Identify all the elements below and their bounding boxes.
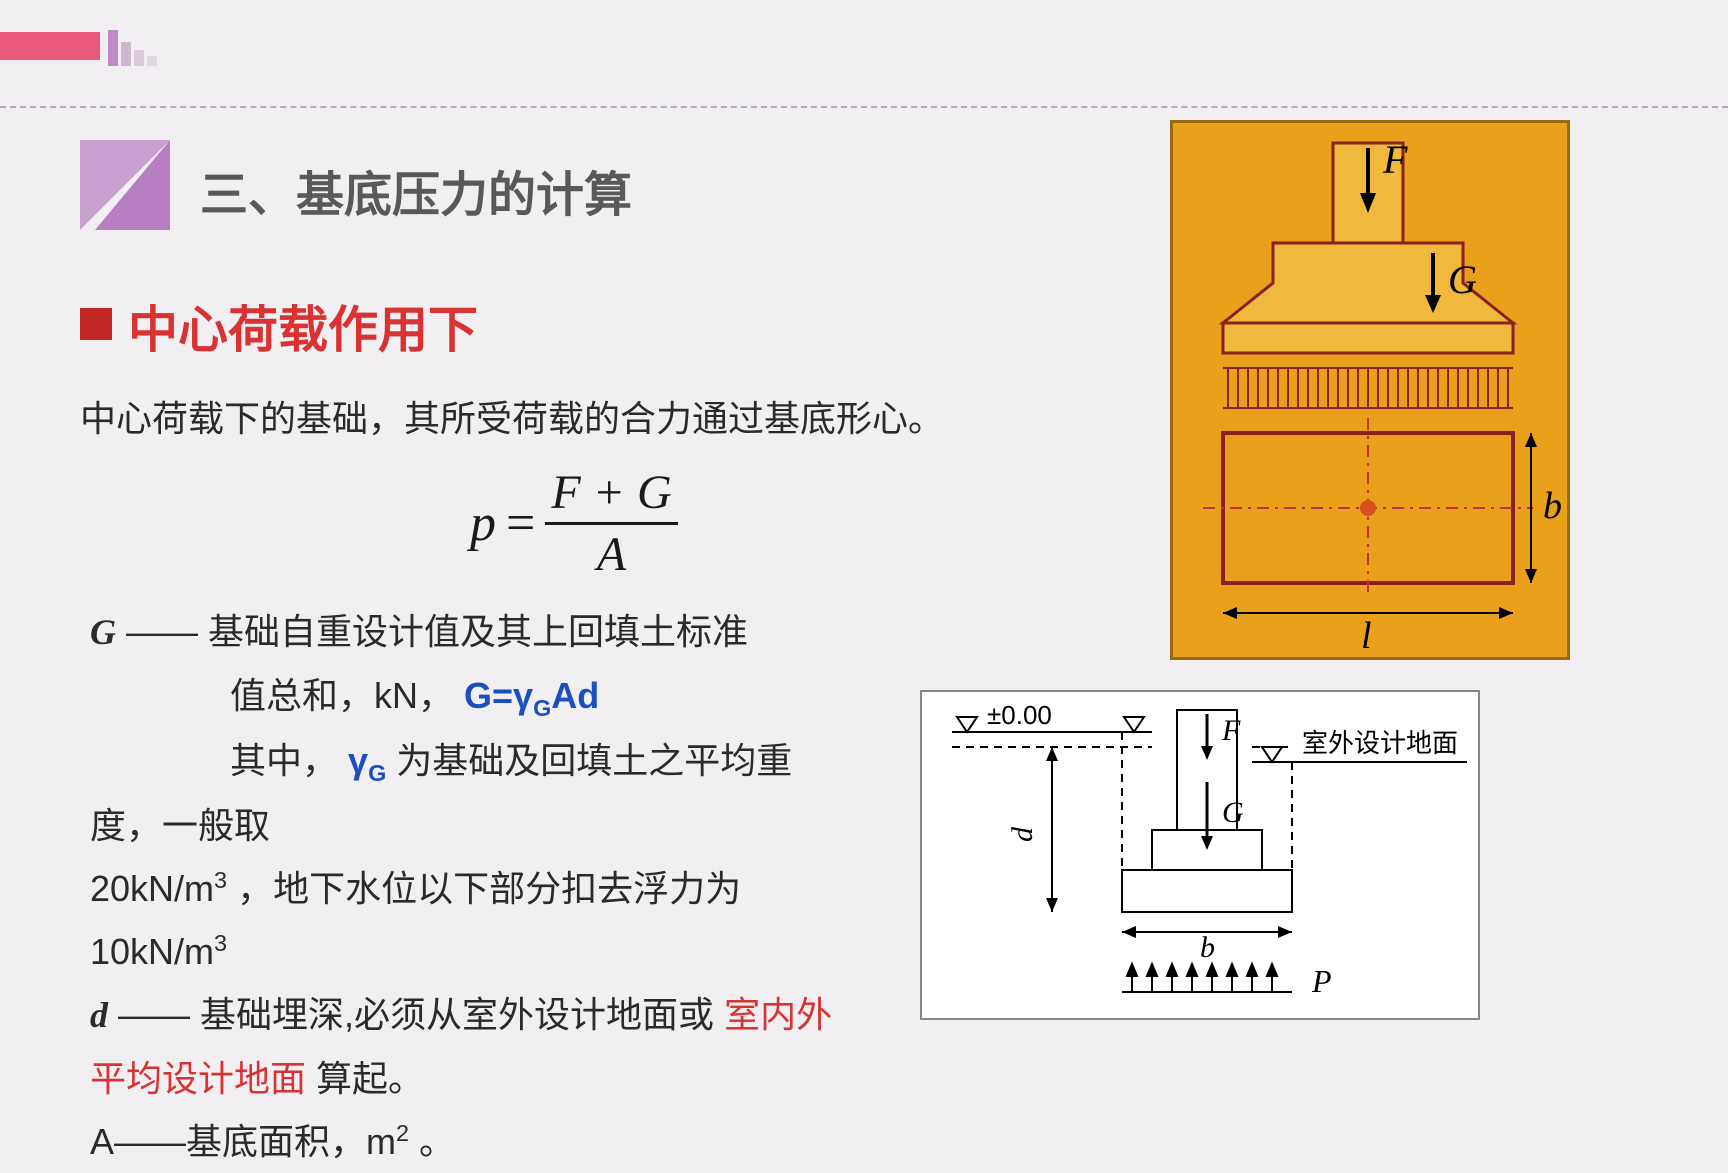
description-text: 中心荷载下的基础，其所受荷载的合力通过基底形心。 [80, 390, 944, 442]
fig2-label-outdoor: 室外设计地面 [1302, 729, 1458, 758]
fig2-label-F: F [1221, 714, 1241, 747]
formula-eq: = [506, 494, 535, 553]
formula-denominator: A [597, 525, 626, 582]
header-accent-bar [0, 32, 100, 60]
formula-lhs: p [470, 494, 496, 553]
fig1-label-G: G [1448, 257, 1477, 302]
fig1-label-l: l [1361, 615, 1372, 657]
formula-fraction: F + G A [545, 465, 677, 582]
fig1-label-F: F [1382, 137, 1408, 182]
formula-numerator: F + G [545, 465, 677, 522]
definitions-block: G —— 基础自重设计值及其上回填土标准 值总和，kN， G=γGAd 其中， … [90, 600, 848, 1173]
main-formula: p = F + G A [470, 465, 678, 582]
bullet-square [80, 308, 112, 340]
bars-icon [108, 30, 157, 66]
section-title: 三、基底压力的计算 [200, 155, 632, 225]
fig2-label-b: b [1200, 931, 1215, 964]
figure-foundation-section: ±0.00 室外设计地面 F G d [920, 690, 1480, 1020]
fig2-label-d: d [1006, 826, 1039, 842]
fig2-label-P: P [1311, 963, 1332, 999]
subheading: 中心荷载作用下 [128, 290, 478, 362]
section-marker-icon [80, 140, 170, 230]
figure-foundation-plan: F G [1170, 120, 1570, 660]
header-divider [0, 106, 1728, 108]
fig1-label-b: b [1543, 485, 1562, 527]
fig2-label-zero: ±0.00 [987, 700, 1052, 730]
fig2-label-G: G [1222, 796, 1244, 829]
